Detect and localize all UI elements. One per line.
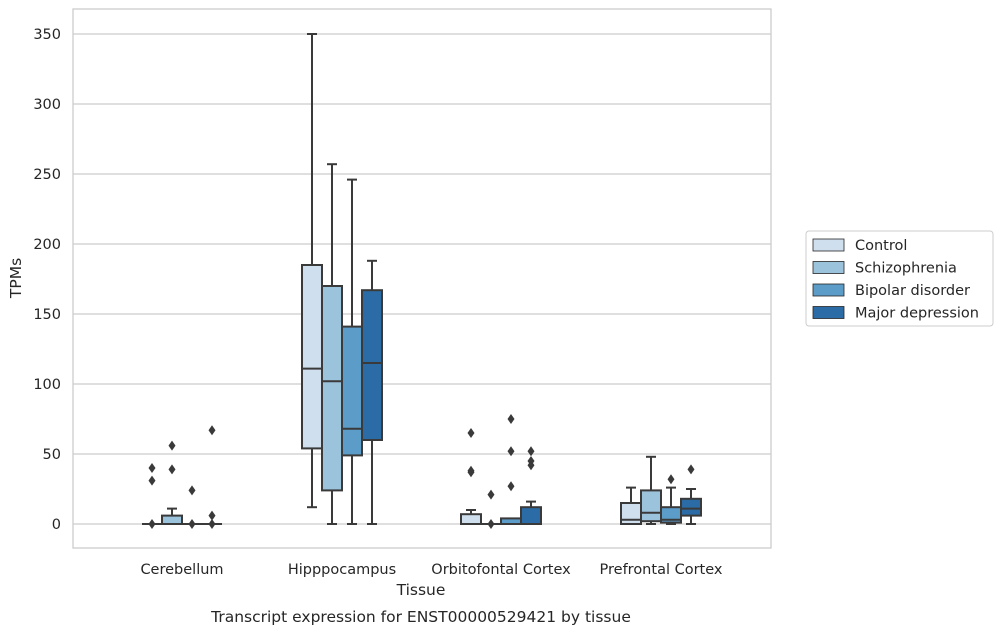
- box-body: [161, 514, 183, 525]
- outlier-point: [507, 481, 515, 492]
- y-tick-label: 350: [33, 27, 61, 43]
- outlier-point: [467, 428, 475, 438]
- box-body: [341, 325, 363, 457]
- legend-label: Control: [855, 238, 907, 254]
- box-schizophrenia: [640, 455, 662, 525]
- box-major-depression: [361, 259, 383, 525]
- box-body: [680, 497, 702, 517]
- legend-swatch: [812, 238, 845, 252]
- outlier-point: [168, 440, 176, 451]
- box-body: [520, 506, 542, 526]
- box-major-depression: [520, 446, 542, 526]
- outlier-point: [527, 456, 535, 466]
- box-bipolar-disorder: [182, 485, 202, 529]
- legend: Control Schizophrenia Bipolar disorder Majo…: [805, 230, 994, 327]
- box-series: [142, 33, 702, 529]
- outlier-point: [507, 414, 515, 424]
- box-body: [361, 289, 383, 442]
- outlier-point: [148, 475, 156, 486]
- y-tick-label: 0: [52, 517, 61, 533]
- x-tick-labels: Cerebellum Hipppocampus Orbitofontal Corte…: [140, 562, 722, 578]
- outlier-point: [467, 465, 475, 476]
- y-axis-label: TPMs: [7, 258, 25, 299]
- x-axis-label: Tissue: [396, 581, 446, 599]
- outlier-point: [148, 519, 156, 529]
- legend-swatch: [812, 261, 845, 274]
- box-schizophrenia: [321, 163, 343, 525]
- outlier-point: [208, 425, 216, 436]
- outlier-point: [667, 474, 675, 485]
- legend-swatch: [812, 283, 845, 297]
- outlier-point: [487, 519, 495, 529]
- chart-caption: Transcript expression for ENST0000052942…: [210, 608, 631, 626]
- y-tick-labels: 0 50 100 150 200 250 300 350: [33, 27, 61, 533]
- outlier-point: [188, 519, 196, 529]
- y-tick-label: 200: [33, 237, 61, 253]
- box-body: [321, 285, 343, 492]
- gridlines: [73, 33, 771, 525]
- outlier-point: [208, 510, 216, 521]
- box-schizophrenia: [161, 440, 183, 525]
- legend-label: Schizophrenia: [855, 261, 957, 277]
- box-control: [460, 428, 482, 526]
- outlier-point: [687, 464, 695, 475]
- y-tick-label: 100: [33, 377, 61, 393]
- x-tick-label: Hipppocampus: [288, 562, 396, 578]
- y-tick-label: 150: [33, 307, 61, 323]
- outlier-point: [507, 446, 515, 457]
- plot-area: [72, 8, 772, 549]
- outlier-point: [527, 446, 535, 457]
- legend-frame: [805, 230, 994, 327]
- outlier-point: [487, 489, 495, 500]
- box-body: [620, 502, 642, 525]
- box-major-depression: [202, 425, 222, 529]
- box-bipolar-disorder: [341, 178, 363, 525]
- y-tick-label: 50: [43, 447, 61, 463]
- outlier-point: [208, 519, 216, 529]
- outlier-point: [168, 464, 176, 475]
- legend-label: Bipolar disorder: [855, 283, 970, 299]
- box-major-depression: [680, 464, 702, 525]
- x-tick-label: Prefrontal Cortex: [600, 562, 723, 578]
- box-schizophrenia: [481, 489, 501, 529]
- legend-label: Major depression: [855, 306, 979, 322]
- y-tick-label: 250: [33, 167, 61, 183]
- outlier-point: [148, 463, 156, 473]
- box-body: [301, 264, 323, 450]
- x-tick-label: Cerebellum: [140, 562, 223, 578]
- box-control: [620, 486, 642, 525]
- box-body: [460, 513, 482, 526]
- box-control: [142, 463, 162, 529]
- x-tick-label: Orbitofontal Cortex: [431, 562, 571, 578]
- outlier-point: [188, 485, 196, 496]
- box-body: [640, 489, 662, 523]
- y-tick-label: 300: [33, 97, 61, 113]
- legend-swatch: [812, 306, 845, 319]
